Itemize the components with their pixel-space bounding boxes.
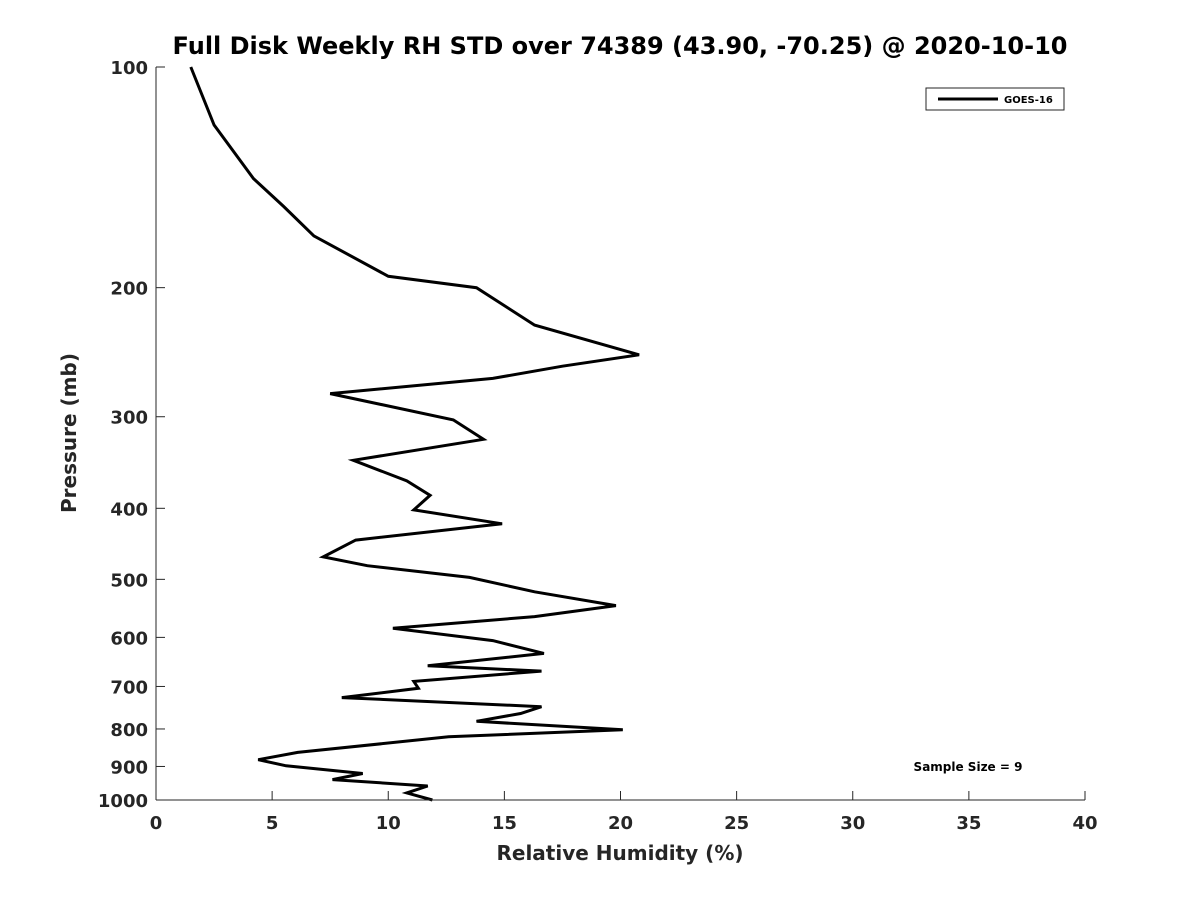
y-tick-label: 600 bbox=[110, 628, 148, 649]
y-tick-label: 900 bbox=[110, 757, 148, 778]
y-tick-label: 700 bbox=[110, 677, 148, 698]
x-tick-label: 20 bbox=[608, 813, 633, 834]
x-tick-label: 25 bbox=[724, 813, 749, 834]
y-tick-label: 200 bbox=[110, 279, 148, 300]
chart-title: Full Disk Weekly RH STD over 74389 (43.9… bbox=[173, 32, 1068, 60]
y-tick-label: 800 bbox=[110, 720, 148, 741]
legend-label-goes16: GOES-16 bbox=[1004, 95, 1053, 106]
y-tick-label: 400 bbox=[110, 499, 148, 520]
y-tick-label: 1000 bbox=[98, 791, 148, 812]
y-tick-label: 300 bbox=[110, 408, 148, 429]
y-ticks: 100 200 300 400 500 600 700 800 900 1000 bbox=[98, 58, 165, 812]
x-axis-label: Relative Humidity (%) bbox=[496, 841, 743, 865]
x-tick-label: 10 bbox=[376, 813, 401, 834]
plot-area: 0 5 10 15 20 25 30 35 40 100 200 300 400 500 600 700 80… bbox=[98, 58, 1098, 834]
x-tick-label: 40 bbox=[1072, 813, 1097, 834]
x-tick-label: 15 bbox=[492, 813, 517, 834]
series-layer bbox=[189, 66, 640, 802]
x-tick-label: 30 bbox=[840, 813, 865, 834]
x-tick-label: 5 bbox=[266, 813, 279, 834]
y-tick-label: 100 bbox=[110, 58, 148, 79]
x-tick-label: 0 bbox=[150, 813, 163, 834]
x-tick-label: 35 bbox=[956, 813, 981, 834]
legend: GOES-16 bbox=[925, 87, 1065, 111]
x-ticks: 0 5 10 15 20 25 30 35 40 bbox=[150, 791, 1098, 834]
sample-size-annotation: Sample Size = 9 bbox=[914, 760, 1023, 774]
series-line-goes-16 bbox=[189, 66, 640, 802]
y-tick-label: 500 bbox=[110, 570, 148, 591]
y-axis-label: Pressure (mb) bbox=[57, 353, 81, 513]
